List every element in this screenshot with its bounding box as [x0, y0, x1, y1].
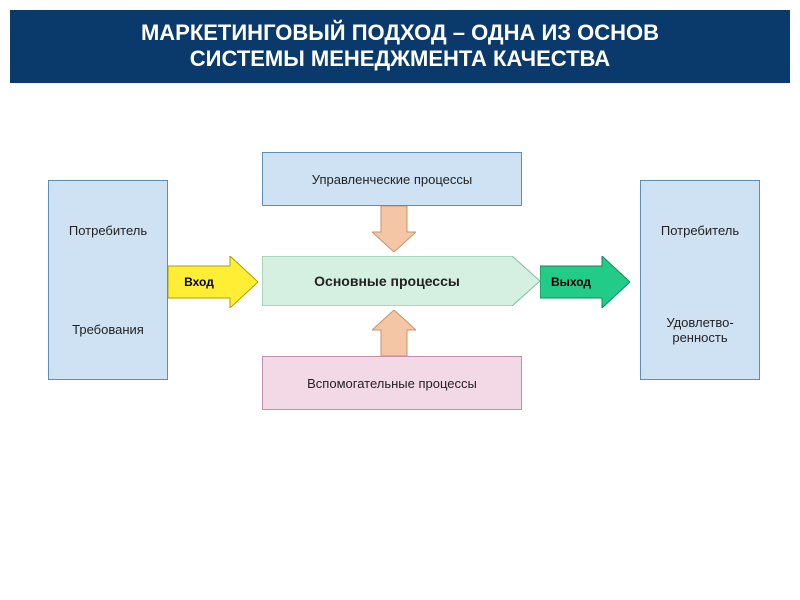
consumer-satisfaction-box: Потребитель Удовлетво- ренность [640, 180, 760, 380]
consumer-label-right: Потребитель [661, 181, 739, 280]
input-arrow-label: Вход [168, 266, 230, 298]
page-title: МАРКЕТИНГОВЫЙ ПОДХОД – ОДНА ИЗ ОСНОВ СИС… [10, 10, 790, 83]
up-arrow [372, 310, 416, 356]
main-processes-label: Основные процессы [262, 256, 512, 306]
title-line-1: МАРКЕТИНГОВЫЙ ПОДХОД – ОДНА ИЗ ОСНОВ [26, 20, 774, 46]
consumer-requirements-box: Потребитель Требования [48, 180, 168, 380]
consumer-label: Потребитель [69, 181, 147, 280]
down-arrow [372, 206, 416, 252]
output-arrow-label: Выход [540, 266, 602, 298]
support-processes-label: Вспомогательные процессы [307, 376, 477, 391]
management-processes-box: Управленческие процессы [262, 152, 522, 206]
title-line-2: СИСТЕМЫ МЕНЕДЖМЕНТА КАЧЕСТВА [26, 46, 774, 72]
requirements-label: Требования [72, 280, 144, 379]
satisfaction-label: Удовлетво- ренность [666, 280, 733, 379]
support-processes-box: Вспомогательные процессы [262, 356, 522, 410]
management-processes-label: Управленческие процессы [312, 172, 472, 187]
